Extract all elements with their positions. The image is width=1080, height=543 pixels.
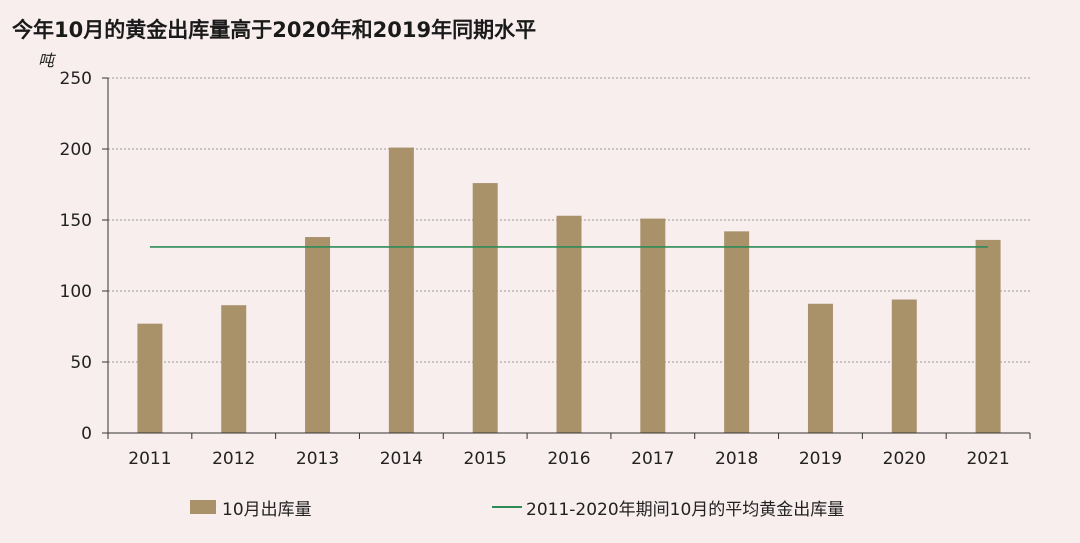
y-tick-label: 150 [60, 211, 92, 231]
x-tick-label: 2018 [715, 449, 758, 469]
y-tick-label: 250 [60, 69, 92, 89]
x-tick-label: 2017 [631, 449, 674, 469]
legend-item-bars: 10月出库量 [190, 496, 312, 520]
x-tick-label: 2016 [547, 449, 590, 469]
y-axis-unit: 吨 [38, 51, 57, 70]
x-tick-label: 2012 [212, 449, 255, 469]
bar-2014 [388, 147, 414, 433]
bar-2017 [640, 218, 666, 433]
bar-2013 [305, 237, 331, 433]
x-tick-label: 2014 [380, 449, 423, 469]
bar-2011 [137, 323, 163, 433]
legend-item-average: 2011-2020年期间10月的平均黄金出库量 [492, 496, 845, 520]
bar-2015 [472, 183, 498, 433]
bar-2021 [975, 239, 1001, 433]
x-tick-label: 2020 [883, 449, 926, 469]
x-tick-label: 2019 [799, 449, 842, 469]
y-tick-label: 100 [60, 282, 92, 302]
bar-2016 [556, 215, 582, 433]
legend-bar-label: 10月出库量 [222, 499, 312, 520]
bar-2019 [807, 303, 833, 433]
legend-line-label: 2011-2020年期间10月的平均黄金出库量 [526, 499, 845, 520]
y-axis-ticks: 0 50 100 150 200 250 [60, 69, 109, 444]
chart-title: 今年10月的黄金出库量高于2020年和2019年同期水平 [12, 18, 537, 42]
x-tick-label: 2021 [966, 449, 1009, 469]
legend-bar-swatch [190, 500, 216, 514]
x-axis-ticks: 2011 2012 2013 2014 2015 2016 2017 2018 2019 2020… [107, 433, 1031, 469]
bar-2020 [891, 299, 917, 433]
y-tick-label: 50 [70, 353, 92, 373]
x-tick-label: 2015 [464, 449, 507, 469]
y-tick-label: 200 [60, 140, 92, 160]
y-tick-label: 0 [81, 424, 92, 444]
bar-2012 [221, 305, 247, 433]
x-tick-label: 2011 [128, 449, 171, 469]
bars [137, 147, 1001, 433]
x-tick-label: 2013 [296, 449, 339, 469]
legend-line-swatch [492, 506, 522, 508]
bar-2018 [724, 231, 750, 433]
